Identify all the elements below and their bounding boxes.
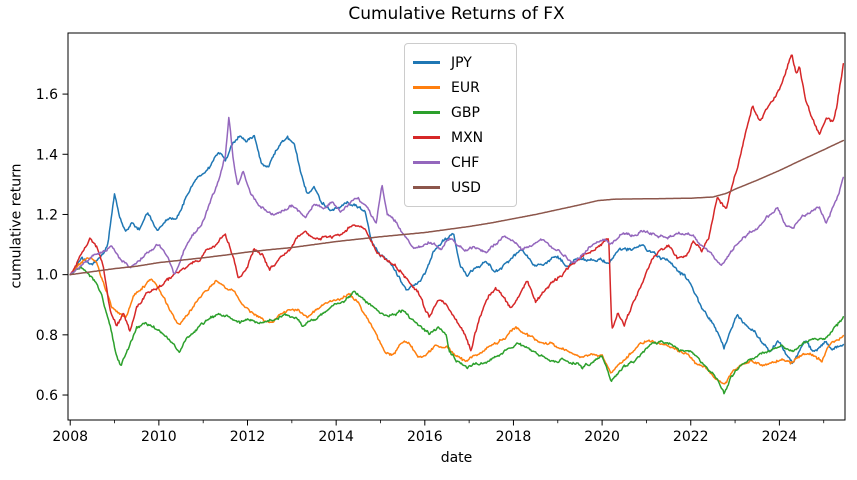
series-line-eur bbox=[69, 257, 845, 385]
legend-entry-jpy: JPY bbox=[413, 50, 508, 75]
legend-swatch-jpy bbox=[413, 61, 440, 64]
legend-label-mxn: MXN bbox=[451, 129, 484, 146]
y-tick-label: 1.2 bbox=[36, 207, 58, 223]
y-axis-label: cumulative return bbox=[8, 163, 25, 289]
y-tick-label: 1.0 bbox=[36, 268, 58, 284]
legend-label-jpy: JPY bbox=[451, 54, 472, 71]
x-tick-label: 2024 bbox=[762, 429, 798, 445]
chart-title: Cumulative Returns of FX bbox=[348, 4, 565, 24]
legend-entry-usd: USD bbox=[413, 175, 508, 200]
y-tick-label: 1.6 bbox=[36, 87, 58, 103]
legend-entry-mxn: MXN bbox=[413, 125, 508, 150]
legend-label-gbp: GBP bbox=[451, 104, 480, 121]
series-line-gbp bbox=[69, 266, 845, 395]
legend-label-usd: USD bbox=[451, 179, 481, 196]
legend-swatch-usd bbox=[413, 186, 440, 189]
y-tick-label: 0.8 bbox=[36, 328, 58, 344]
legend-entry-chf: CHF bbox=[413, 150, 508, 175]
legend-swatch-eur bbox=[413, 86, 440, 89]
series-line-mxn bbox=[69, 54, 845, 352]
y-tick-label: 0.6 bbox=[36, 388, 58, 404]
x-tick-label: 2016 bbox=[407, 429, 443, 445]
x-tick-label: 2008 bbox=[52, 429, 88, 445]
legend-label-chf: CHF bbox=[451, 154, 480, 171]
legend: JPY EUR GBP MXN CHF USD bbox=[404, 43, 517, 207]
series-line-usd bbox=[69, 139, 845, 276]
x-tick-label: 2020 bbox=[584, 429, 620, 445]
series-line-jpy bbox=[69, 134, 845, 365]
x-tick-label: 2012 bbox=[230, 429, 266, 445]
series-line-chf bbox=[69, 116, 845, 276]
x-axis-label: date bbox=[440, 450, 473, 466]
legend-swatch-chf bbox=[413, 161, 440, 164]
legend-entry-eur: EUR bbox=[413, 75, 508, 100]
legend-entry-gbp: GBP bbox=[413, 100, 508, 125]
legend-swatch-gbp bbox=[413, 111, 440, 114]
y-tick-label: 1.4 bbox=[36, 147, 58, 163]
plot-border bbox=[67, 32, 846, 421]
x-tick-label: 2022 bbox=[673, 429, 709, 445]
legend-label-eur: EUR bbox=[451, 79, 480, 96]
x-tick-label: 2018 bbox=[496, 429, 532, 445]
legend-swatch-mxn bbox=[413, 136, 440, 139]
x-tick-label: 2014 bbox=[318, 429, 354, 445]
x-tick-label: 2010 bbox=[141, 429, 177, 445]
